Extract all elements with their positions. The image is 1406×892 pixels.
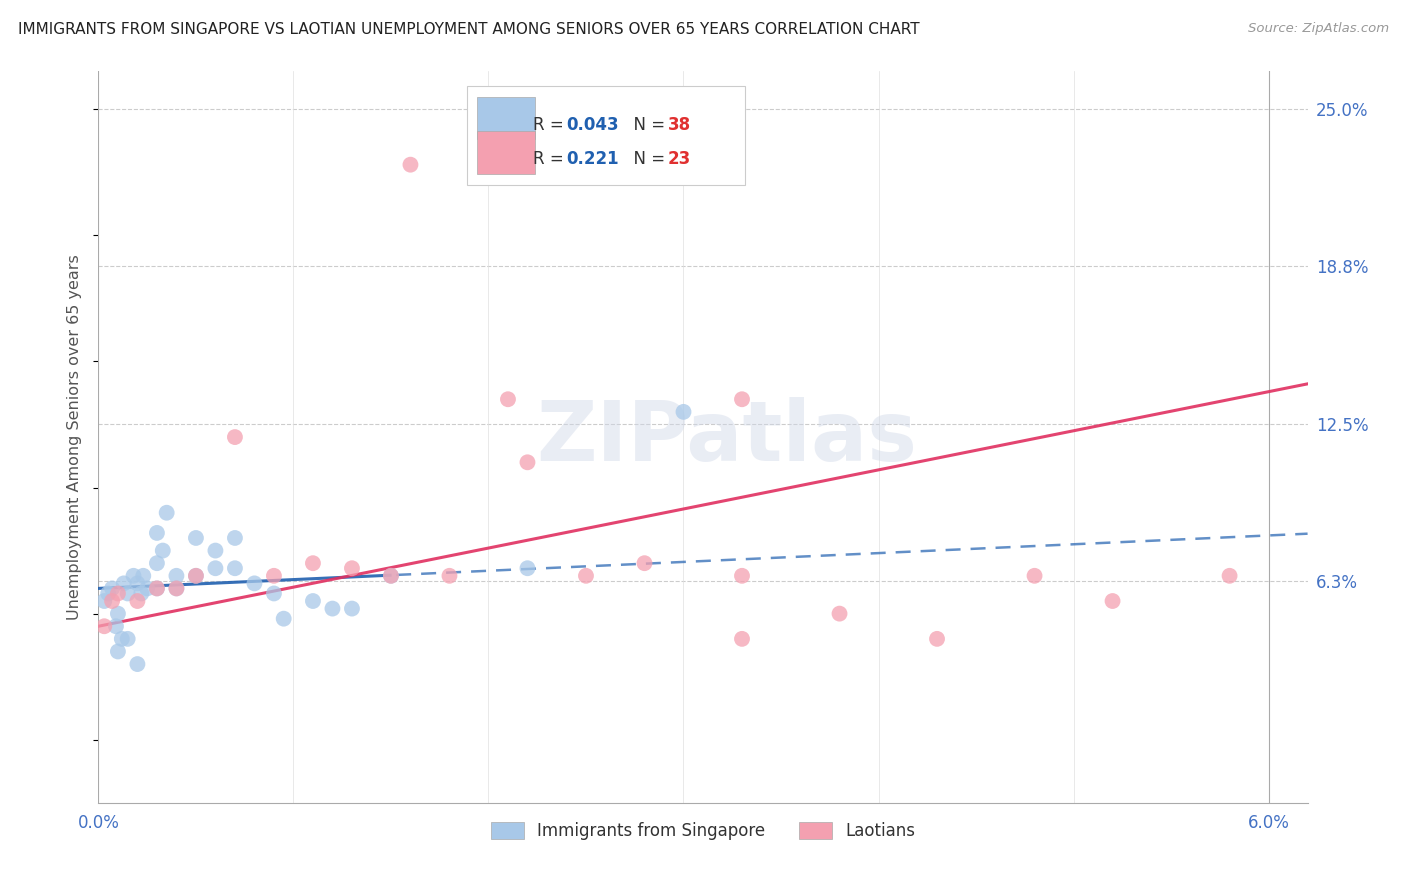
- Point: [224, 531, 246, 545]
- Point: [224, 561, 246, 575]
- Text: Source: ZipAtlas.com: Source: ZipAtlas.com: [1249, 22, 1389, 36]
- Point: [97, 586, 120, 600]
- Point: [340, 601, 363, 615]
- Point: [439, 569, 461, 583]
- Text: ZIPatlas: ZIPatlas: [537, 397, 918, 477]
- Point: [575, 569, 598, 583]
- Point: [224, 430, 246, 444]
- Point: [672, 405, 695, 419]
- Legend: Immigrants from Singapore, Laotians: Immigrants from Singapore, Laotians: [484, 815, 922, 847]
- Point: [925, 632, 948, 646]
- Point: [93, 594, 115, 608]
- Point: [302, 556, 325, 570]
- Point: [263, 569, 285, 583]
- Point: [828, 607, 851, 621]
- Point: [633, 556, 655, 570]
- Point: [107, 644, 129, 658]
- Point: [165, 582, 187, 596]
- Point: [731, 392, 754, 407]
- Text: 0.221: 0.221: [567, 150, 619, 168]
- Point: [184, 569, 207, 583]
- Point: [93, 619, 115, 633]
- Point: [496, 392, 519, 407]
- Text: 0.043: 0.043: [567, 116, 619, 134]
- Point: [146, 556, 169, 570]
- Point: [1024, 569, 1046, 583]
- Point: [152, 543, 174, 558]
- Point: [731, 632, 754, 646]
- Point: [117, 586, 139, 600]
- Point: [399, 158, 422, 172]
- Point: [731, 569, 754, 583]
- Text: N =: N =: [623, 150, 671, 168]
- Point: [302, 594, 325, 608]
- Point: [136, 582, 159, 596]
- Point: [380, 569, 402, 583]
- Point: [321, 601, 343, 615]
- Text: N =: N =: [623, 116, 671, 134]
- Point: [184, 569, 207, 583]
- Text: IMMIGRANTS FROM SINGAPORE VS LAOTIAN UNEMPLOYMENT AMONG SENIORS OVER 65 YEARS CO: IMMIGRANTS FROM SINGAPORE VS LAOTIAN UNE…: [18, 22, 920, 37]
- Point: [146, 582, 169, 596]
- Point: [122, 569, 145, 583]
- Point: [131, 586, 153, 600]
- Point: [146, 582, 169, 596]
- Point: [184, 531, 207, 545]
- Point: [204, 543, 226, 558]
- Point: [127, 657, 149, 671]
- Point: [104, 619, 127, 633]
- Point: [101, 594, 124, 608]
- Point: [111, 632, 134, 646]
- Point: [263, 586, 285, 600]
- Point: [156, 506, 179, 520]
- Point: [1101, 594, 1123, 608]
- FancyBboxPatch shape: [477, 97, 534, 139]
- Point: [107, 586, 129, 600]
- Y-axis label: Unemployment Among Seniors over 65 years: Unemployment Among Seniors over 65 years: [67, 254, 83, 620]
- Point: [165, 569, 187, 583]
- Text: R =: R =: [533, 150, 574, 168]
- Text: 23: 23: [668, 150, 692, 168]
- Point: [127, 576, 149, 591]
- Point: [516, 561, 538, 575]
- Point: [165, 582, 187, 596]
- Point: [132, 569, 155, 583]
- Point: [146, 525, 169, 540]
- Point: [107, 607, 129, 621]
- Point: [117, 632, 139, 646]
- Point: [243, 576, 266, 591]
- Point: [112, 576, 135, 591]
- Point: [380, 569, 402, 583]
- Point: [101, 582, 124, 596]
- Point: [516, 455, 538, 469]
- FancyBboxPatch shape: [467, 86, 745, 185]
- Point: [1219, 569, 1241, 583]
- Point: [273, 612, 295, 626]
- Text: 38: 38: [668, 116, 692, 134]
- Text: R =: R =: [533, 116, 568, 134]
- Point: [127, 594, 149, 608]
- Point: [340, 561, 363, 575]
- FancyBboxPatch shape: [477, 131, 534, 174]
- Point: [204, 561, 226, 575]
